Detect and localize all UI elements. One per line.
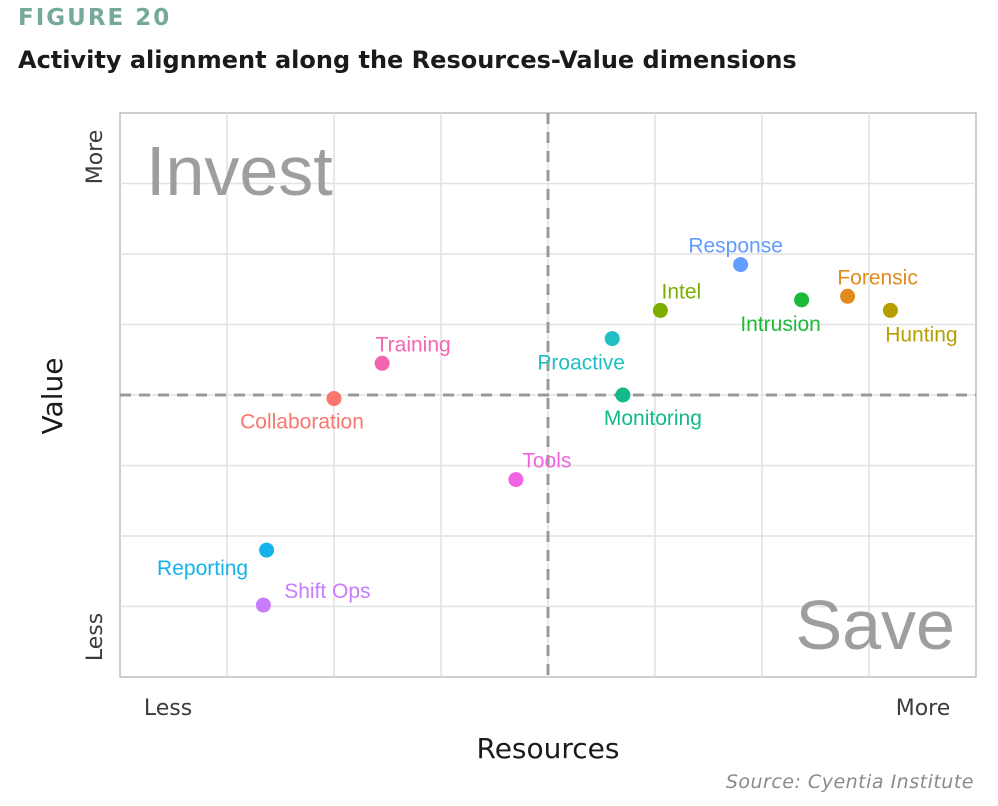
point-label-intel: Intel [661,280,701,303]
y-tick-label-high: More [83,130,108,185]
point-response [733,257,749,273]
point-label-tools: Tools [522,450,571,473]
point-label-intrusion: Intrusion [740,313,821,336]
point-label-monitoring: Monitoring [604,407,702,430]
point-proactive [604,331,620,347]
point-training [374,355,390,371]
x-axis-label: Resources [477,732,620,765]
chart-title: Activity alignment along the Resources-V… [18,46,797,74]
reference-lines [120,113,976,677]
point-tools [508,472,524,488]
quadrant-label-bottom-right: Save [795,586,955,664]
point-intrusion [794,292,810,308]
point-label-reporting: Reporting [157,557,248,580]
data-points: Response Forensic Intrusion Hunting Intel Pro… [157,235,958,613]
point-label-proactive: Proactive [537,352,625,375]
point-forensic [840,288,856,304]
point-collaboration [326,391,342,407]
point-label-training: Training [376,333,451,356]
x-tick-label-high: More [896,696,951,721]
source-note: Source: Cyentia Institute [725,771,974,793]
y-axis-label: Value [36,358,69,435]
point-hunting [882,302,898,318]
point-intel [652,302,668,318]
point-monitoring [615,387,631,403]
point-label-shift-ops: Shift Ops [284,580,370,603]
point-shift-ops [255,597,271,613]
quadrant-label-top-left: Invest [146,132,333,210]
figure-label: FIGURE 20 [18,5,172,31]
x-tick-label-low: Less [144,696,192,721]
point-reporting [259,542,275,558]
y-tick-label-low: Less [83,613,108,661]
point-label-forensic: Forensic [837,266,918,289]
point-label-hunting: Hunting [885,323,957,346]
point-label-collaboration: Collaboration [240,411,364,434]
point-label-response: Response [688,235,783,258]
